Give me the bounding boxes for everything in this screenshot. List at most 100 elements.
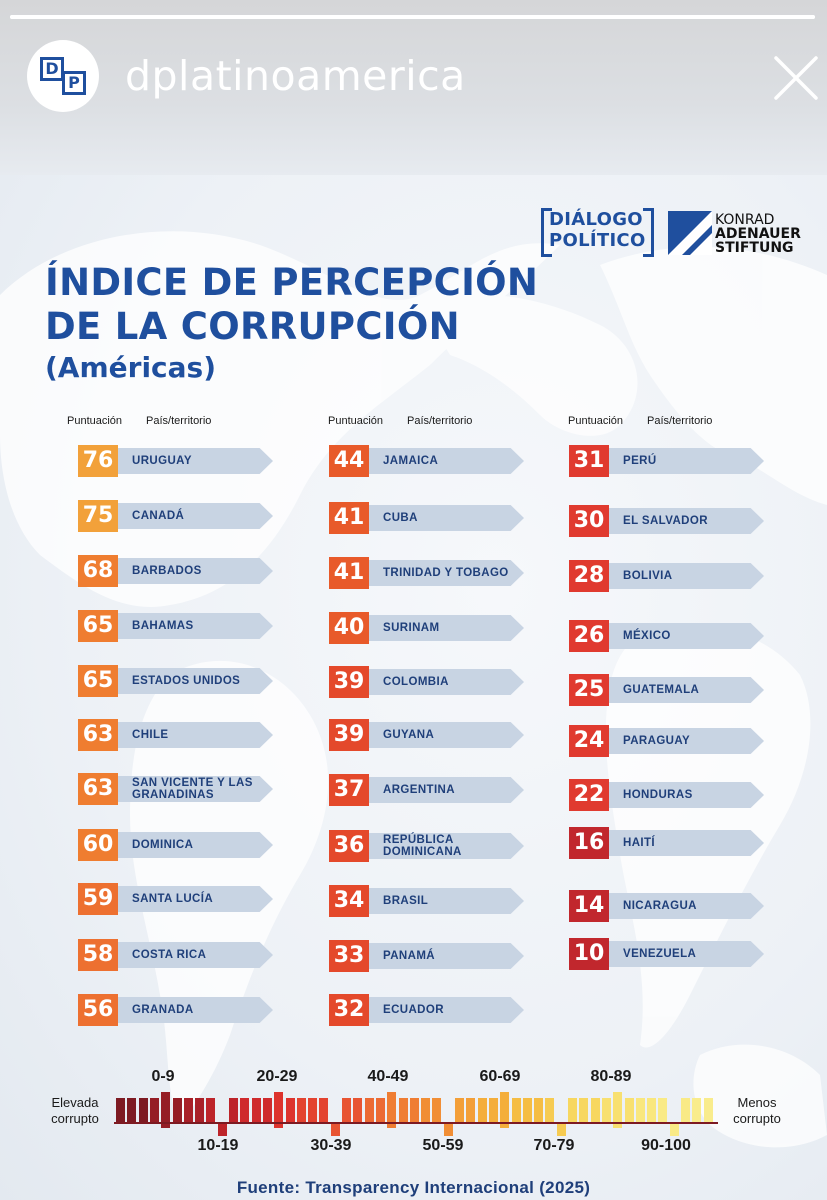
country-name: SAN VICENTE Y LAS GRANADINAS — [132, 777, 253, 801]
score-badge: 60 — [78, 829, 118, 861]
ranking-entry: 31 PERÚ — [569, 445, 769, 477]
country-name: URUGUAY — [132, 455, 192, 467]
score-badge: 26 — [569, 620, 609, 652]
scale-range-top: 80-89 — [590, 1068, 632, 1085]
country-name: REPÚBLICA DOMINICANA — [383, 834, 462, 858]
scale-range-bottom: 30-39 — [310, 1137, 352, 1154]
dialogo-logo-line1: DIÁLOGO — [549, 209, 643, 230]
scale-bar — [296, 1098, 306, 1122]
score-badge: 30 — [569, 505, 609, 537]
scale-bar — [635, 1098, 645, 1122]
ranking-entry: 28 BOLIVIA — [569, 560, 769, 592]
ranking-entry: 63 SAN VICENTE Y LAS GRANADINAS — [78, 773, 278, 805]
scale-bar — [421, 1098, 431, 1122]
country-arrow-banner — [597, 563, 764, 589]
score-badge: 41 — [329, 502, 369, 534]
scale-baseline — [114, 1122, 718, 1124]
score-badge: 63 — [78, 773, 118, 805]
scale-bar — [398, 1098, 408, 1122]
score-badge: 14 — [569, 890, 609, 922]
scale-bar — [443, 1122, 453, 1136]
ranking-entry: 40 SURINAM — [329, 612, 529, 644]
score-badge: 28 — [569, 560, 609, 592]
dialogo-logo-line2: POLÍTICO — [549, 230, 646, 251]
scale-range-bottom: 10-19 — [197, 1137, 239, 1154]
ranking-entry: 68 BARBADOS — [78, 555, 278, 587]
scale-bar — [522, 1098, 532, 1122]
country-arrow-banner — [357, 448, 524, 474]
ranking-entry: 36 REPÚBLICA DOMINICANA — [329, 830, 529, 862]
score-badge: 41 — [329, 557, 369, 589]
country-arrow-banner — [106, 722, 273, 748]
score-badge: 33 — [329, 940, 369, 972]
scale-bar — [692, 1098, 702, 1122]
ranking-entry: 59 SANTA LUCÍA — [78, 883, 278, 915]
scale-bar — [195, 1098, 205, 1122]
scale-right-label: Menos corrupto — [733, 1095, 781, 1126]
title-line2: DE LA CORRUPCIÓN — [45, 305, 460, 348]
score-badge: 37 — [329, 774, 369, 806]
country-header: País/territorio — [146, 415, 212, 427]
country-name: BAHAMAS — [132, 620, 194, 632]
country-name: SANTA LUCÍA — [132, 893, 214, 905]
avatar[interactable]: D P — [27, 40, 99, 112]
scale-bar — [262, 1098, 272, 1122]
logo-bracket-right — [643, 208, 654, 257]
story-username[interactable]: dplatinoamerica — [125, 52, 466, 100]
scale-bar — [703, 1098, 713, 1122]
country-name: GUATEMALA — [623, 684, 700, 696]
ranking-entry: 39 GUYANA — [329, 719, 529, 751]
scale-bar — [172, 1098, 182, 1122]
country-name: HAITÍ — [623, 837, 656, 849]
score-badge: 59 — [78, 883, 118, 915]
scale-bar — [149, 1098, 159, 1122]
scale-bar — [545, 1098, 555, 1122]
country-arrow-banner — [106, 942, 273, 968]
country-arrow-banner — [106, 558, 273, 584]
kas-logo-line3: STIFTUNG — [715, 240, 794, 256]
country-arrow-banner — [357, 669, 524, 695]
scale-bar — [364, 1098, 374, 1122]
country-name: VENEZUELA — [623, 948, 697, 960]
scale-bar — [500, 1092, 510, 1128]
scale-bar — [488, 1098, 498, 1122]
scale-bar — [127, 1098, 137, 1122]
page-title: ÍNDICE DE PERCEPCIÓN DE LA CORRUPCIÓN (A… — [45, 261, 538, 387]
score-badge: 24 — [569, 725, 609, 757]
country-arrow-banner — [597, 677, 764, 703]
country-name: TRINIDAD Y TOBAGO — [383, 567, 509, 579]
ranking-entry: 14 NICARAGUA — [569, 890, 769, 922]
kas-logo-mark — [668, 211, 712, 255]
ranking-entry: 58 COSTA RICA — [78, 939, 278, 971]
scale-bar — [568, 1098, 577, 1122]
score-header: Puntuación — [67, 415, 123, 427]
score-badge: 39 — [329, 719, 369, 751]
country-name: BARBADOS — [132, 565, 202, 577]
country-arrow-banner — [106, 503, 273, 529]
country-arrow-banner — [357, 833, 524, 859]
score-badge: 22 — [569, 779, 609, 811]
score-badge: 44 — [329, 445, 369, 477]
scale-bar — [138, 1098, 148, 1122]
country-name: CANADÁ — [132, 510, 185, 522]
scale-bar — [387, 1092, 397, 1128]
score-badge: 40 — [329, 612, 369, 644]
scale-bar — [206, 1098, 216, 1122]
ranking-entry: 34 BRASIL — [329, 885, 529, 917]
country-arrow-banner — [106, 832, 273, 858]
scale-range-top: 0-9 — [151, 1068, 175, 1085]
scale-bar — [511, 1098, 521, 1122]
country-name: GRANADA — [132, 1004, 194, 1016]
country-name: ARGENTINA — [383, 784, 455, 796]
score-badge: 75 — [78, 500, 118, 532]
scale-range-bottom: 90-100 — [641, 1137, 691, 1154]
source-citation: Fuente: Transparency Internacional (2025… — [236, 1178, 591, 1197]
scale-range-top: 20-29 — [256, 1068, 298, 1085]
country-name: JAMAICA — [383, 455, 439, 467]
score-badge: 16 — [569, 827, 609, 859]
close-icon[interactable] — [772, 54, 820, 102]
country-arrow-banner — [106, 886, 273, 912]
score-badge: 56 — [78, 994, 118, 1026]
score-badge: 31 — [569, 445, 609, 477]
ranking-entry: 44 JAMAICA — [329, 445, 529, 477]
